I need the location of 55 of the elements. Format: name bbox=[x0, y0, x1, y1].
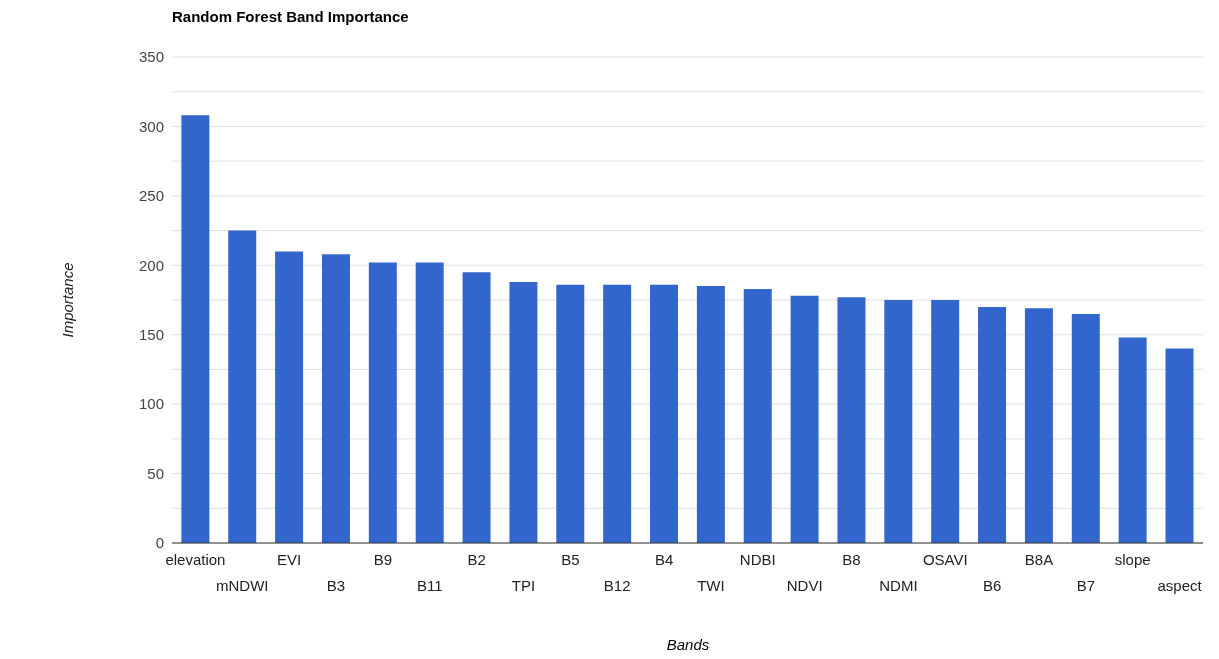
x-tick-label: NDMI bbox=[879, 577, 918, 594]
y-tick-label: 100 bbox=[138, 395, 164, 413]
x-tick-label: EVI bbox=[277, 551, 302, 568]
x-tick-label: mNDWI bbox=[216, 577, 269, 594]
bar bbox=[650, 284, 679, 543]
bar bbox=[837, 297, 866, 543]
y-tick-label: 350 bbox=[138, 48, 164, 66]
bar bbox=[321, 254, 350, 543]
bar bbox=[1071, 313, 1100, 543]
bar bbox=[790, 295, 819, 543]
x-tick-label: B9 bbox=[373, 551, 393, 568]
x-tick-label: B7 bbox=[1076, 577, 1096, 594]
bar bbox=[696, 286, 725, 543]
bar bbox=[509, 281, 538, 543]
y-tick-label: 250 bbox=[138, 187, 164, 205]
bar bbox=[556, 284, 585, 543]
x-tick-label: B2 bbox=[467, 551, 486, 568]
x-tick-label: TPI bbox=[511, 577, 536, 594]
bar bbox=[228, 230, 257, 543]
x-tick-label: NDBI bbox=[739, 551, 776, 568]
x-tick-label: OSAVI bbox=[922, 551, 968, 568]
x-tick-label: elevation bbox=[165, 551, 226, 568]
x-tick-label: B6 bbox=[982, 577, 1002, 594]
y-tick-label: 150 bbox=[138, 326, 164, 344]
bar bbox=[978, 306, 1007, 543]
x-tick-label: TWI bbox=[697, 577, 725, 594]
x-tick-label: NDVI bbox=[786, 577, 823, 594]
bar bbox=[1165, 348, 1194, 543]
y-tick-label: 300 bbox=[138, 117, 164, 135]
bar bbox=[462, 272, 491, 543]
bar bbox=[368, 262, 397, 543]
x-tick-label: B5 bbox=[561, 551, 580, 568]
bar bbox=[275, 251, 304, 543]
y-tick-label: 0 bbox=[155, 534, 164, 552]
bar bbox=[603, 284, 632, 543]
chart-title: Random Forest Band Importance bbox=[172, 8, 409, 25]
x-tick-label: B12 bbox=[603, 577, 631, 594]
x-axis-title: Bands bbox=[666, 636, 710, 653]
bar bbox=[415, 262, 444, 543]
y-tick-label: 200 bbox=[138, 256, 164, 274]
x-tick-label: B8 bbox=[842, 551, 861, 568]
x-tick-label: B8A bbox=[1024, 551, 1054, 568]
y-tick-label: 50 bbox=[147, 464, 164, 482]
bar bbox=[743, 288, 772, 543]
bar bbox=[931, 300, 960, 543]
bar bbox=[181, 115, 210, 543]
x-tick-label: B4 bbox=[654, 551, 674, 568]
x-tick-label: aspect bbox=[1157, 577, 1203, 594]
x-tick-label: slope bbox=[1114, 551, 1151, 568]
y-axis-title: Importance bbox=[59, 262, 77, 338]
bar bbox=[884, 300, 913, 543]
bar bbox=[1118, 337, 1147, 543]
bar bbox=[1024, 308, 1053, 543]
x-tick-label: B11 bbox=[416, 577, 443, 594]
x-tick-label: B3 bbox=[326, 577, 346, 594]
